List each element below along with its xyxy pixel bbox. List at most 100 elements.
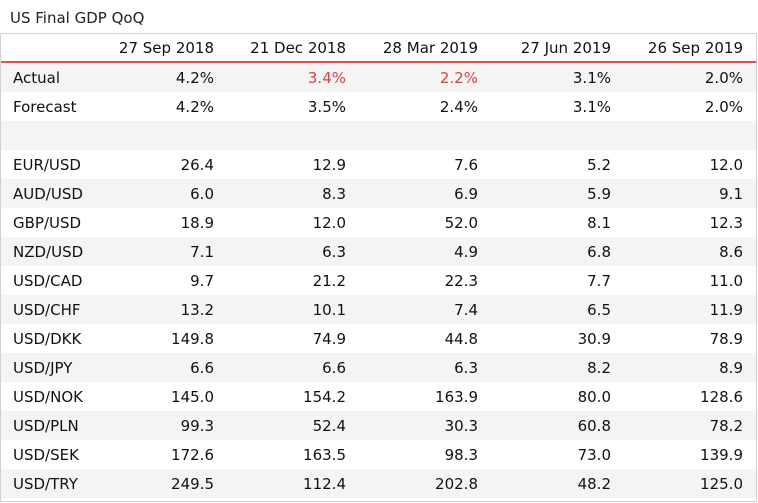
table-cell: 18.9 — [180, 213, 214, 232]
row-label: USD/DKK — [13, 329, 82, 348]
table-cell: 11.9 — [709, 300, 743, 319]
table-cell: 2.2% — [439, 68, 478, 87]
table-row: EUR/USD 26.4 12.9 7.6 5.2 12.0 — [1, 150, 756, 179]
table-cell: 3.1% — [572, 68, 611, 87]
table-cell: 3.1% — [572, 97, 611, 116]
header-cell: 26 Sep 2019 — [647, 38, 743, 57]
table-cell: 30.3 — [444, 416, 478, 435]
table-cell: 12.3 — [709, 213, 743, 232]
table-cell: 98.3 — [444, 445, 478, 464]
table-cell: 2.4% — [439, 97, 478, 116]
table-cell: 4.9 — [454, 242, 478, 261]
table-cell: 139.9 — [700, 445, 743, 464]
row-label: Actual — [13, 68, 60, 87]
table-row: Forecast 4.2% 3.5% 2.4% 3.1% 2.0% — [1, 92, 756, 121]
row-label: NZD/USD — [13, 242, 84, 261]
row-label: EUR/USD — [13, 155, 81, 174]
table-row: USD/SEK 172.6 163.5 98.3 73.0 139.9 — [1, 440, 756, 469]
table-cell: 6.8 — [587, 242, 611, 261]
row-label: GBP/USD — [13, 213, 82, 232]
table-cell: 163.9 — [435, 387, 478, 406]
table-cell: 48.2 — [577, 474, 611, 493]
table-cell: 52.4 — [312, 416, 346, 435]
table-row: USD/PLN 99.3 52.4 30.3 60.8 78.2 — [1, 411, 756, 440]
table-row: USD/TRY 249.5 112.4 202.8 48.2 125.0 — [1, 469, 756, 498]
table-cell: 11.0 — [709, 271, 743, 290]
table-row: AUD/USD 6.0 8.3 6.9 5.9 9.1 — [1, 179, 756, 208]
table-cell: 145.0 — [171, 387, 214, 406]
table-cell: 128.6 — [700, 387, 743, 406]
table-row: GBP/USD 18.9 12.0 52.0 8.1 12.3 — [1, 208, 756, 237]
table-row: USD/CAD 9.7 21.2 22.3 7.7 11.0 — [1, 266, 756, 295]
header-cell: 27 Sep 2018 — [118, 38, 214, 57]
table-row: USD/CHF 13.2 10.1 7.4 6.5 11.9 — [1, 295, 756, 324]
header-cell: 27 Jun 2019 — [520, 38, 611, 57]
table-cell: 52.0 — [444, 213, 478, 232]
table-cell: 163.5 — [303, 445, 346, 464]
table-cell: 8.6 — [719, 242, 743, 261]
table-cell: 73.0 — [577, 445, 611, 464]
table-row: NZD/USD 7.1 6.3 4.9 6.8 8.6 — [1, 237, 756, 266]
table-row — [1, 121, 756, 150]
table-cell: 8.1 — [587, 213, 611, 232]
header-cell: 28 Mar 2019 — [382, 38, 478, 57]
table-cell: 12.9 — [312, 155, 346, 174]
table-cell: 202.8 — [435, 474, 478, 493]
table-cell: 5.9 — [587, 184, 611, 203]
row-label: USD/PLN — [13, 416, 79, 435]
table-cell: 125.0 — [700, 474, 743, 493]
table-cell: 149.8 — [171, 329, 214, 348]
table-cell: 6.3 — [454, 358, 478, 377]
table-cell: 2.0% — [704, 97, 743, 116]
table-cell: 112.4 — [303, 474, 346, 493]
row-label: USD/NOK — [13, 387, 83, 406]
table-cell: 9.1 — [719, 184, 743, 203]
table-cell: 12.0 — [709, 155, 743, 174]
table-cell: 6.5 — [587, 300, 611, 319]
table-cell: 8.9 — [719, 358, 743, 377]
table-cell: 13.2 — [180, 300, 214, 319]
table-cell: 4.2% — [175, 68, 214, 87]
table-cell: 7.7 — [587, 271, 611, 290]
table-cell: 2.0% — [704, 68, 743, 87]
table-cell: 80.0 — [577, 387, 611, 406]
row-label: USD/CAD — [13, 271, 83, 290]
table-cell: 4.2% — [175, 97, 214, 116]
table-cell: 74.9 — [312, 329, 346, 348]
table-cell: 21.2 — [312, 271, 346, 290]
table-header-row: 27 Sep 2018 21 Dec 2018 28 Mar 2019 27 J… — [1, 34, 756, 63]
table-cell: 78.2 — [709, 416, 743, 435]
table-row: USD/NOK 145.0 154.2 163.9 80.0 128.6 — [1, 382, 756, 411]
table-cell: 6.6 — [190, 358, 214, 377]
table-cell: 26.4 — [180, 155, 214, 174]
table-cell: 154.2 — [303, 387, 346, 406]
page-title: US Final GDP QoQ — [10, 9, 145, 27]
table-cell: 6.9 — [454, 184, 478, 203]
table-cell: 6.6 — [322, 358, 346, 377]
table-row: USD/DKK 149.8 74.9 44.8 30.9 78.9 — [1, 324, 756, 353]
table-cell: 8.2 — [587, 358, 611, 377]
row-label: USD/TRY — [13, 474, 78, 493]
table-cell: 78.9 — [709, 329, 743, 348]
table-row: Actual 4.2% 3.4% 2.2% 3.1% 2.0% — [1, 63, 756, 92]
row-label: USD/CHF — [13, 300, 81, 319]
table-cell: 99.3 — [180, 416, 214, 435]
row-label: Forecast — [13, 97, 77, 116]
table-cell: 3.4% — [307, 68, 346, 87]
table-cell: 9.7 — [190, 271, 214, 290]
table-cell: 7.4 — [454, 300, 478, 319]
table-cell: 172.6 — [171, 445, 214, 464]
gdp-volatility-table: 27 Sep 2018 21 Dec 2018 28 Mar 2019 27 J… — [0, 33, 757, 502]
table-cell: 5.2 — [587, 155, 611, 174]
row-label: USD/JPY — [13, 358, 73, 377]
table-cell: 44.8 — [444, 329, 478, 348]
table-cell: 6.0 — [190, 184, 214, 203]
table-cell: 8.3 — [322, 184, 346, 203]
table-cell: 60.8 — [577, 416, 611, 435]
table-cell: 10.1 — [312, 300, 346, 319]
row-label: AUD/USD — [13, 184, 83, 203]
row-label: USD/SEK — [13, 445, 79, 464]
table-cell: 22.3 — [444, 271, 478, 290]
table-cell: 249.5 — [171, 474, 214, 493]
table-row: USD/JPY 6.6 6.6 6.3 8.2 8.9 — [1, 353, 756, 382]
